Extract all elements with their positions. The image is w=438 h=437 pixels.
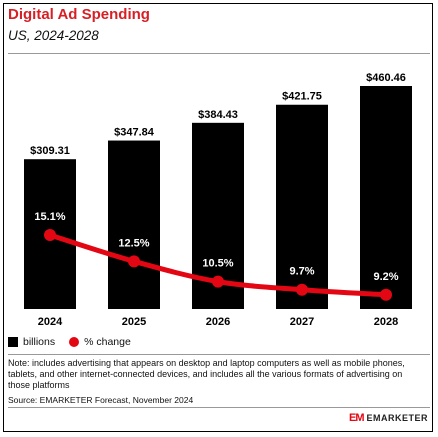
- chart-title: Digital Ad Spending: [8, 6, 150, 23]
- percent-change-point: [380, 288, 392, 301]
- percent-change-label: 9.2%: [373, 271, 398, 283]
- bar-2028: [360, 86, 412, 309]
- legend-item-percent-change: % change: [69, 336, 131, 348]
- percent-change-point: [44, 229, 56, 241]
- legend-divider: [8, 354, 430, 355]
- legend-swatch-dot: [69, 337, 80, 347]
- percent-change-label: 12.5%: [118, 237, 149, 249]
- legend-label-percent-change: % change: [84, 336, 131, 348]
- x-tick-label: 2028: [374, 316, 398, 328]
- source-line: Source: EMARKETER Forecast, November 202…: [8, 395, 194, 405]
- bar-2027: [276, 104, 328, 309]
- x-tick-label: 2025: [122, 316, 146, 328]
- x-tick-label: 2026: [206, 316, 230, 328]
- percent-change-point: [128, 255, 140, 268]
- brand-logo: EM EMARKETER: [349, 412, 428, 424]
- percent-change-label: 15.1%: [34, 211, 65, 223]
- brand-name: EMARKETER: [366, 413, 428, 423]
- legend-label-billions: billions: [23, 336, 56, 348]
- footer-divider: [8, 407, 430, 408]
- bar-value-label: $347.84: [114, 127, 155, 139]
- chart-subtitle: US, 2024-2028: [8, 28, 99, 43]
- x-tick-label: 2027: [290, 316, 314, 328]
- bar-value-label: $460.46: [366, 72, 406, 84]
- chart-legend: billions % change: [8, 336, 145, 348]
- percent-change-point: [212, 275, 224, 288]
- x-tick-label: 2024: [38, 316, 63, 328]
- percent-change-label: 10.5%: [202, 258, 233, 270]
- legend-item-billions: billions: [8, 336, 55, 348]
- percent-change-label: 9.7%: [289, 266, 314, 278]
- footnote: Note: includes advertising that appears …: [8, 358, 405, 390]
- brand-mark-icon: EM: [348, 412, 364, 424]
- bar-value-label: $309.31: [30, 145, 70, 157]
- bar-value-label: $421.75: [282, 91, 322, 103]
- bar-2025: [108, 140, 160, 309]
- legend-swatch-bar: [8, 337, 18, 347]
- title-divider: [8, 53, 430, 54]
- bar-value-label: $384.43: [198, 109, 238, 121]
- percent-change-point: [296, 283, 308, 296]
